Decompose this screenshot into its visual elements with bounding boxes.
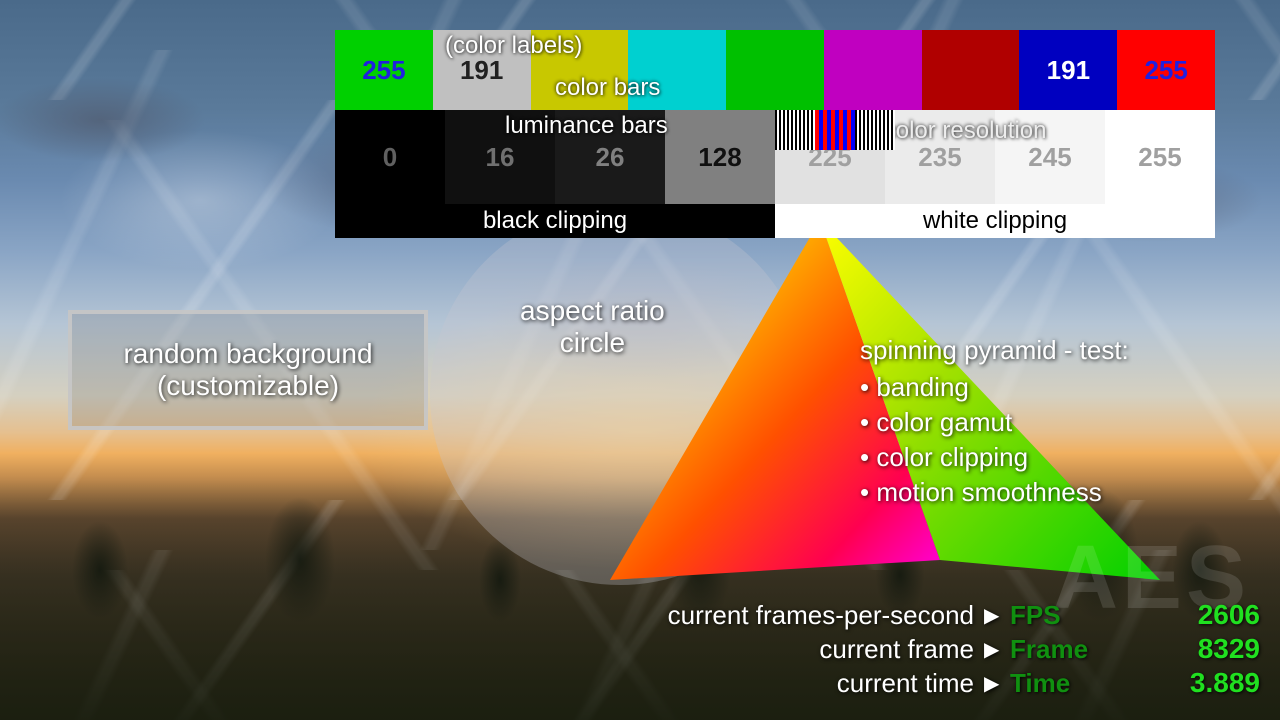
color-bar-5 — [824, 30, 922, 110]
color-bars-text: color bars — [555, 74, 660, 102]
lum-bar-7: 255 — [1105, 110, 1215, 204]
stat-arrow-icon: ▶ — [984, 671, 1000, 696]
pyramid-test-description: spinning pyramid - test: banding color g… — [860, 335, 1129, 510]
res-stripe-rb-1 — [815, 110, 855, 150]
color-bar-6 — [922, 30, 1020, 110]
stats-panel: current frames-per-second ▶ FPS 2606 cur… — [500, 598, 1260, 700]
color-bar-4 — [726, 30, 824, 110]
clipping-row: black clipping white clipping — [335, 204, 1215, 238]
stat-row-time: current time ▶ Time 3.889 — [500, 666, 1260, 700]
stat-key-fps: FPS — [1010, 600, 1130, 631]
stat-desc-fps: current frames-per-second — [668, 600, 974, 631]
stat-desc-frame: current frame — [819, 634, 974, 665]
color-bar-0: 255 — [335, 30, 433, 110]
random-background-l2: (customizable) — [157, 370, 339, 402]
stat-row-frame: current frame ▶ Frame 8329 — [500, 632, 1260, 666]
stat-key-time: Time — [1010, 668, 1130, 699]
stat-desc-time: current time — [837, 668, 974, 699]
res-stripe-bw-1 — [775, 110, 815, 150]
stat-key-frame: Frame — [1010, 634, 1130, 665]
res-stripe-bw-2 — [855, 110, 895, 150]
pyramid-title: spinning pyramid - test: — [860, 335, 1129, 366]
pyramid-bullet-2: color clipping — [860, 440, 1129, 475]
color-labels-text: (color labels) — [445, 32, 582, 60]
luminance-bars-text: luminance bars — [505, 112, 668, 140]
color-bars-row: 255 191 191 255 (color labels) color bar… — [335, 30, 1215, 110]
white-clipping-label: white clipping — [775, 204, 1215, 238]
pyramid-bullet-0: banding — [860, 370, 1129, 405]
color-bar-8: 255 — [1117, 30, 1215, 110]
stat-val-fps: 2606 — [1140, 599, 1260, 631]
stat-val-frame: 8329 — [1140, 633, 1260, 665]
black-clipping-label: black clipping — [335, 204, 775, 238]
random-background-l1: random background — [123, 338, 372, 370]
stat-arrow-icon: ▶ — [984, 603, 1000, 628]
test-panel: 255 191 191 255 (color labels) color bar… — [335, 30, 1215, 238]
color-resolution-pattern — [775, 110, 895, 150]
pyramid-bullet-3: motion smoothness — [860, 475, 1129, 510]
stat-val-time: 3.889 — [1140, 667, 1260, 699]
pyramid-bullet-1: color gamut — [860, 405, 1129, 440]
stat-row-fps: current frames-per-second ▶ FPS 2606 — [500, 598, 1260, 632]
lum-bar-3: 128 — [665, 110, 775, 204]
lum-bar-0: 0 — [335, 110, 445, 204]
color-bar-7: 191 — [1019, 30, 1117, 110]
random-background-box: random background (customizable) — [68, 310, 428, 430]
stat-arrow-icon: ▶ — [984, 637, 1000, 662]
